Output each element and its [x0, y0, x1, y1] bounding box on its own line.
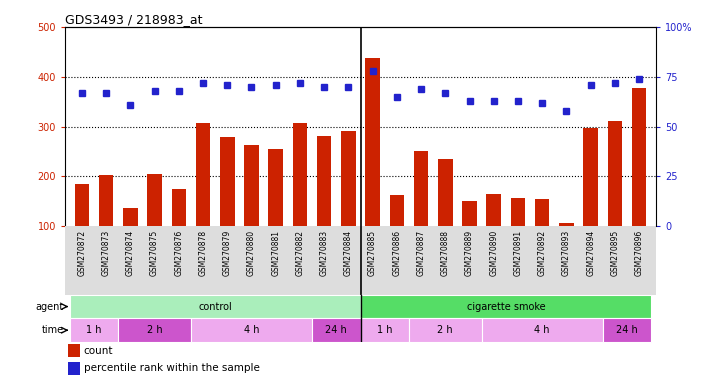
Text: time: time: [42, 325, 63, 335]
Text: GSM270880: GSM270880: [247, 230, 256, 276]
Text: GSM270892: GSM270892: [538, 230, 547, 276]
Bar: [482, 318, 603, 342]
Text: GSM270887: GSM270887: [417, 230, 425, 276]
Bar: [487, 194, 501, 226]
Text: GSM270891: GSM270891: [513, 230, 523, 276]
Bar: [409, 318, 482, 342]
Text: 4 h: 4 h: [244, 325, 260, 335]
Text: 24 h: 24 h: [616, 325, 638, 335]
Bar: [462, 201, 477, 226]
Text: GSM270883: GSM270883: [319, 230, 329, 276]
Text: 1 h: 1 h: [87, 325, 102, 335]
Text: GSM270874: GSM270874: [125, 230, 135, 276]
Bar: [293, 122, 307, 226]
Text: cigarette smoke: cigarette smoke: [466, 301, 545, 311]
Bar: [608, 121, 622, 226]
Text: GSM270884: GSM270884: [344, 230, 353, 276]
Bar: [172, 189, 186, 226]
Bar: [389, 195, 404, 226]
Text: GSM270882: GSM270882: [296, 230, 304, 276]
Bar: [68, 362, 80, 375]
Text: GSM270875: GSM270875: [150, 230, 159, 276]
Text: count: count: [84, 346, 113, 356]
Bar: [559, 223, 574, 226]
Text: GSM270893: GSM270893: [562, 230, 571, 276]
Bar: [99, 175, 113, 226]
Bar: [118, 318, 191, 342]
Text: GSM270890: GSM270890: [490, 230, 498, 276]
Text: percentile rank within the sample: percentile rank within the sample: [84, 363, 260, 373]
Bar: [244, 145, 259, 226]
Bar: [317, 136, 332, 226]
Text: GSM270894: GSM270894: [586, 230, 596, 276]
Text: GSM270895: GSM270895: [611, 230, 619, 276]
Bar: [312, 318, 360, 342]
Text: 4 h: 4 h: [534, 325, 550, 335]
Bar: [603, 318, 651, 342]
Text: control: control: [198, 301, 232, 311]
Bar: [632, 88, 647, 226]
Text: agent: agent: [35, 301, 63, 311]
Bar: [70, 318, 118, 342]
Text: GSM270888: GSM270888: [441, 230, 450, 276]
Text: GSM270872: GSM270872: [77, 230, 87, 276]
Text: GSM270881: GSM270881: [271, 230, 280, 276]
Bar: [74, 184, 89, 226]
Bar: [366, 58, 380, 226]
Text: GSM270878: GSM270878: [198, 230, 208, 276]
Text: GSM270879: GSM270879: [223, 230, 231, 276]
Bar: [360, 295, 651, 318]
Text: GSM270876: GSM270876: [174, 230, 183, 276]
Bar: [220, 136, 234, 226]
Bar: [341, 131, 355, 226]
Text: GDS3493 / 218983_at: GDS3493 / 218983_at: [65, 13, 203, 26]
Bar: [68, 344, 80, 358]
Bar: [438, 159, 453, 226]
Bar: [414, 151, 428, 226]
Bar: [535, 199, 549, 226]
Bar: [360, 318, 409, 342]
Text: 2 h: 2 h: [147, 325, 162, 335]
Bar: [510, 198, 526, 226]
Bar: [268, 149, 283, 226]
Text: 1 h: 1 h: [377, 325, 392, 335]
Text: GSM270885: GSM270885: [368, 230, 377, 276]
Bar: [123, 208, 138, 226]
Text: GSM270873: GSM270873: [102, 230, 110, 276]
Bar: [583, 128, 598, 226]
Bar: [191, 318, 312, 342]
Bar: [147, 174, 162, 226]
Text: GSM270886: GSM270886: [392, 230, 402, 276]
Text: GSM270889: GSM270889: [465, 230, 474, 276]
Text: 24 h: 24 h: [325, 325, 347, 335]
Bar: [70, 295, 361, 318]
Text: GSM270896: GSM270896: [634, 230, 644, 276]
Text: 2 h: 2 h: [438, 325, 453, 335]
Bar: [195, 122, 211, 226]
